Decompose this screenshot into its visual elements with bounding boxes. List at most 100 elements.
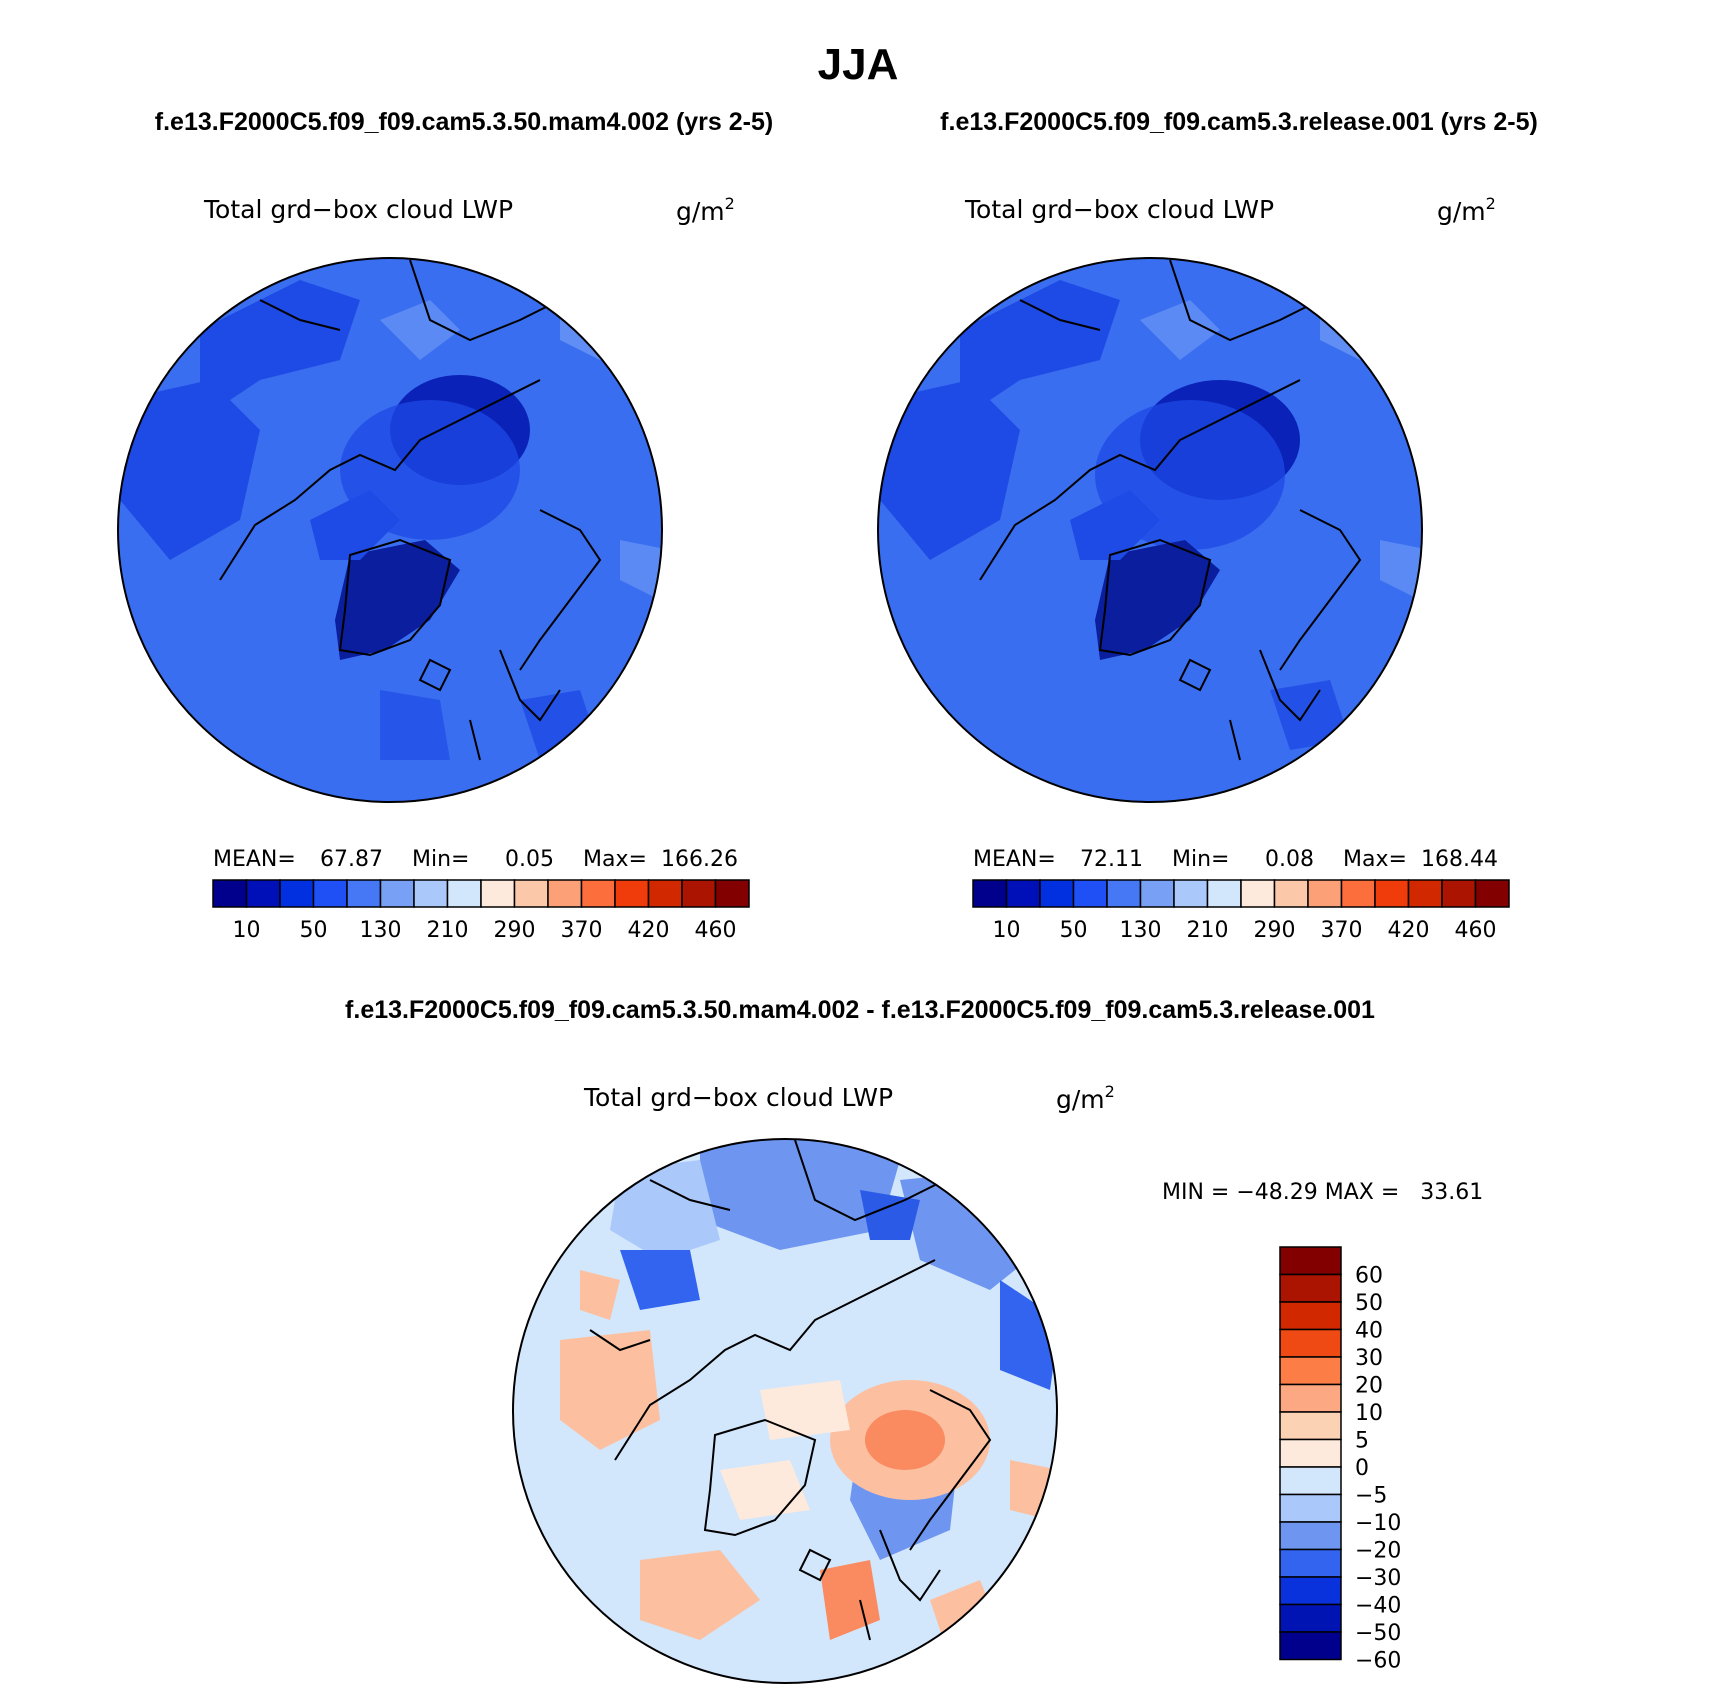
panel-b-stats: MEAN= 72.11 Min= 0.08 Max= 168.44 (973, 847, 1498, 872)
colorbar-diff-swatch (1279, 1438, 1342, 1468)
colorbar-diff-swatch (1279, 1493, 1342, 1523)
colorbar-diff-tick-label: 5 (1355, 1429, 1369, 1454)
colorbar-a-swatch (580, 879, 616, 908)
panel-b-variable: Total grd−box cloud LWP (964, 195, 1274, 224)
diff-units: g/m2 (1056, 1082, 1115, 1114)
colorbar-b-swatch (1407, 879, 1443, 908)
colorbar-case-b: 10 50 130 210 290 370 420 460 (972, 879, 1510, 943)
colorbar-a-swatch (714, 879, 750, 908)
colorbar-b-tick-label: 50 (1060, 918, 1088, 943)
colorbar-b-tick-label: 290 (1254, 918, 1296, 943)
colorbar-a-tick-label: 370 (561, 918, 603, 943)
colorbar-a-swatch (312, 879, 348, 908)
colorbar-diff-swatch (1279, 1411, 1342, 1441)
colorbar-diff-tick-label: −40 (1355, 1594, 1401, 1619)
colorbar-a-tick-label: 130 (360, 918, 402, 943)
colorbar-a-swatch (513, 879, 549, 908)
colorbar-diff-swatch (1279, 1273, 1342, 1303)
colorbar-a-swatch (245, 879, 281, 908)
colorbar-diff-swatch (1279, 1383, 1342, 1413)
colorbar-b-swatch (1340, 879, 1376, 908)
diff-heading: f.e13.F2000C5.f09_f09.cam5.3.50.mam4.002… (345, 996, 1375, 1024)
colorbar-b-swatch (1474, 879, 1510, 908)
panel-a-min-label: Min= (412, 847, 469, 872)
colorbar-a-swatch (647, 879, 683, 908)
colorbar-a-swatch (379, 879, 415, 908)
colorbar-diff-swatch (1279, 1521, 1342, 1551)
panel-a-units: g/m2 (676, 194, 735, 226)
panel-a-mean-label: MEAN= (213, 847, 296, 872)
colorbar-a-tick-label: 210 (427, 918, 469, 943)
colorbar-a-tick-label: 460 (695, 918, 737, 943)
colorbar-diff-tick-label: 50 (1355, 1291, 1383, 1316)
colorbar-a-tick-label: 50 (300, 918, 328, 943)
panel-a-variable: Total grd−box cloud LWP (203, 195, 513, 224)
colorbar-a-swatch (279, 879, 315, 908)
panel-a-max-label: Max= (583, 847, 647, 872)
colorbar-diff-swatch (1279, 1548, 1342, 1578)
colorbar-b-swatch (1273, 879, 1309, 908)
colorbar-b-tick-label: 130 (1120, 918, 1162, 943)
colorbar-b-swatch (1072, 879, 1108, 908)
colorbar-diff-swatch (1279, 1328, 1342, 1358)
polar-map-case-b (877, 257, 1423, 803)
colorbar-a-swatch (346, 879, 382, 908)
colorbar-b-tick-label: 210 (1187, 918, 1229, 943)
colorbar-diff-tick-label: 60 (1355, 1264, 1383, 1289)
polar-map-difference (512, 1138, 1058, 1684)
case-b-heading: f.e13.F2000C5.f09_f09.cam5.3.release.001… (940, 108, 1538, 136)
colorbar-a-swatch (681, 879, 717, 908)
colorbar-diff-swatch (1279, 1466, 1342, 1496)
colorbar-b-tick-label: 10 (993, 918, 1021, 943)
colorbar-a-swatch (480, 879, 516, 908)
colorbar-case-a: 10 50 130 210 290 370 420 460 (212, 879, 750, 943)
colorbar-diff-tick-label: −20 (1355, 1539, 1401, 1564)
panel-a-max-value: 166.26 (661, 847, 738, 872)
colorbar-diff-swatch (1279, 1631, 1342, 1661)
colorbar-diff-tick-label: 30 (1355, 1346, 1383, 1371)
colorbar-diff-tick-label: 10 (1355, 1401, 1383, 1426)
colorbar-b-swatch (1173, 879, 1209, 908)
colorbar-diff-tick-label: −30 (1355, 1566, 1401, 1591)
diff-minmax: MIN = −48.29 MAX = 33.61 (1162, 1180, 1483, 1205)
colorbar-diff-swatch (1279, 1301, 1342, 1331)
colorbar-b-swatch (1005, 879, 1041, 908)
colorbar-b-tick-label: 370 (1321, 918, 1363, 943)
colorbar-b-swatch (1206, 879, 1242, 908)
colorbar-a-swatch (212, 879, 248, 908)
panel-b-max-label: Max= (1343, 847, 1407, 872)
colorbar-diff-swatch (1279, 1246, 1342, 1276)
colorbar-b-swatch (1139, 879, 1175, 908)
colorbar-b-tick-label: 460 (1455, 918, 1497, 943)
colorbar-diff-tick-label: −10 (1355, 1511, 1401, 1536)
colorbar-diff-tick-label: −5 (1355, 1484, 1387, 1509)
colorbar-b-swatch (1240, 879, 1276, 908)
colorbar-a-tick-label: 420 (628, 918, 670, 943)
colorbar-a-swatch (413, 879, 449, 908)
panel-a-stats: MEAN= 67.87 Min= 0.05 Max= 166.26 (213, 847, 738, 872)
panel-b-mean-value: 72.11 (1080, 847, 1143, 872)
colorbar-a-swatch (614, 879, 650, 908)
colorbar-b-swatch (1441, 879, 1477, 908)
colorbar-a-tick-label: 290 (494, 918, 536, 943)
panel-b-max-value: 168.44 (1421, 847, 1498, 872)
colorbar-diff-tick-label: 40 (1355, 1319, 1383, 1344)
colorbar-diff-tick-label: 0 (1355, 1456, 1369, 1481)
colorbar-b-swatch (1374, 879, 1410, 908)
colorbar-a-tick-label: 10 (233, 918, 261, 943)
panel-b-min-value: 0.08 (1265, 847, 1314, 872)
case-a-heading: f.e13.F2000C5.f09_f09.cam5.3.50.mam4.002… (155, 108, 773, 136)
colorbar-diff-swatch (1279, 1356, 1342, 1386)
colorbar-a-swatch (446, 879, 482, 908)
colorbar-b-swatch (1039, 879, 1075, 908)
colorbar-diff-swatch (1279, 1576, 1342, 1606)
polar-map-case-a (117, 257, 663, 803)
figure-title: JJA (818, 40, 899, 89)
panel-a-min-value: 0.05 (505, 847, 554, 872)
panel-b-min-label: Min= (1172, 847, 1229, 872)
colorbar-b-swatch (1307, 879, 1343, 908)
colorbar-b-swatch (1106, 879, 1142, 908)
colorbar-b-tick-label: 420 (1388, 918, 1430, 943)
